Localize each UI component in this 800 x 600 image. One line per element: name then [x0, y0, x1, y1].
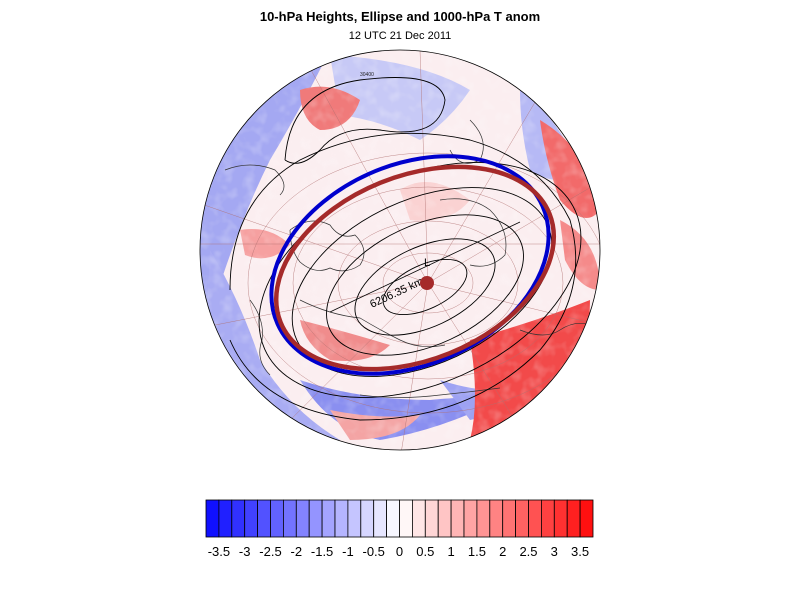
colorbar-box: [321, 499, 336, 538]
colorbar-box: [231, 499, 246, 538]
colorbar-box: [205, 499, 220, 538]
colorbar-box: [334, 499, 349, 538]
colorbar-box: [541, 499, 555, 538]
contour-label: 30400: [360, 72, 374, 78]
colorbar-box: [257, 499, 271, 538]
colorbar-box: [424, 499, 439, 538]
polar-map: 30400 6206.35 km L: [199, 49, 601, 451]
colorbar-box: [347, 499, 362, 538]
colorbar-tick-label: -1: [342, 544, 354, 559]
colorbar-tick-label: 1: [447, 544, 454, 559]
colorbar-box: [553, 499, 568, 538]
colorbar-tick-label: 3.5: [571, 544, 589, 559]
map-boundary: [199, 49, 601, 451]
colorbar-labels: -3.5 -3 -2.5 -2 -1.5 -1 -0.5 0 0.5 1 1.5 2 2.5 3 3.5: [208, 544, 589, 559]
colorbar-box: [282, 499, 297, 538]
colorbar-box: [502, 499, 517, 538]
colorbar-tick-label: 0: [396, 544, 403, 559]
colorbar-box: [528, 499, 542, 538]
colorbar-box: [489, 499, 504, 538]
colorbar-box: [515, 499, 529, 538]
colorbar-box: [270, 499, 284, 538]
colorbar-box: [360, 499, 375, 538]
colorbar-tick-label: 0.5: [416, 544, 434, 559]
colorbar-box: [476, 499, 491, 538]
colorbar-box: [450, 499, 465, 538]
colorbar-tick-label: -1.5: [311, 544, 333, 559]
ellipse-center-marker: [420, 276, 434, 290]
colorbar-box: [308, 499, 323, 538]
colorbar-box: [373, 499, 388, 538]
colorbar-tick-label: 2: [499, 544, 506, 559]
fitted-ellipse: [273, 164, 557, 372]
colorbar-tick-label: 2.5: [519, 544, 537, 559]
colorbar-tick-label: 3: [551, 544, 558, 559]
colorbar-box: [244, 499, 258, 538]
colorbar-box: [295, 499, 310, 538]
map-subtitle: 12 UTC 21 Dec 2011: [348, 30, 452, 42]
ellipse-major-axis: [329, 221, 521, 313]
map-title: 10-hPa Heights, Ellipse and 1000-hPa T a…: [259, 9, 541, 24]
colorbar-box: [463, 499, 478, 538]
colorbar-box: [218, 499, 233, 538]
colorbar-box: [566, 499, 581, 538]
vortex-edge-contour: [269, 154, 551, 376]
low-center-marker-label: L: [424, 257, 430, 269]
colorbar-box: [411, 499, 426, 538]
colorbar-tick-label: -2.5: [259, 544, 281, 559]
colorbar-boxes: [205, 499, 594, 538]
colorbar-box: [386, 499, 400, 538]
colorbar-tick-label: -2: [291, 544, 303, 559]
colorbar-tick-label: 1.5: [468, 544, 486, 559]
colorbar-tick-label: -3: [239, 544, 251, 559]
graticule: [200, 50, 600, 450]
colorbar-box: [579, 499, 594, 538]
colorbar-tick-label: -0.5: [362, 544, 384, 559]
colorbar-box: [399, 499, 413, 538]
colorbar-tick-label: -3.5: [208, 544, 230, 559]
colorbar-box: [437, 499, 452, 538]
